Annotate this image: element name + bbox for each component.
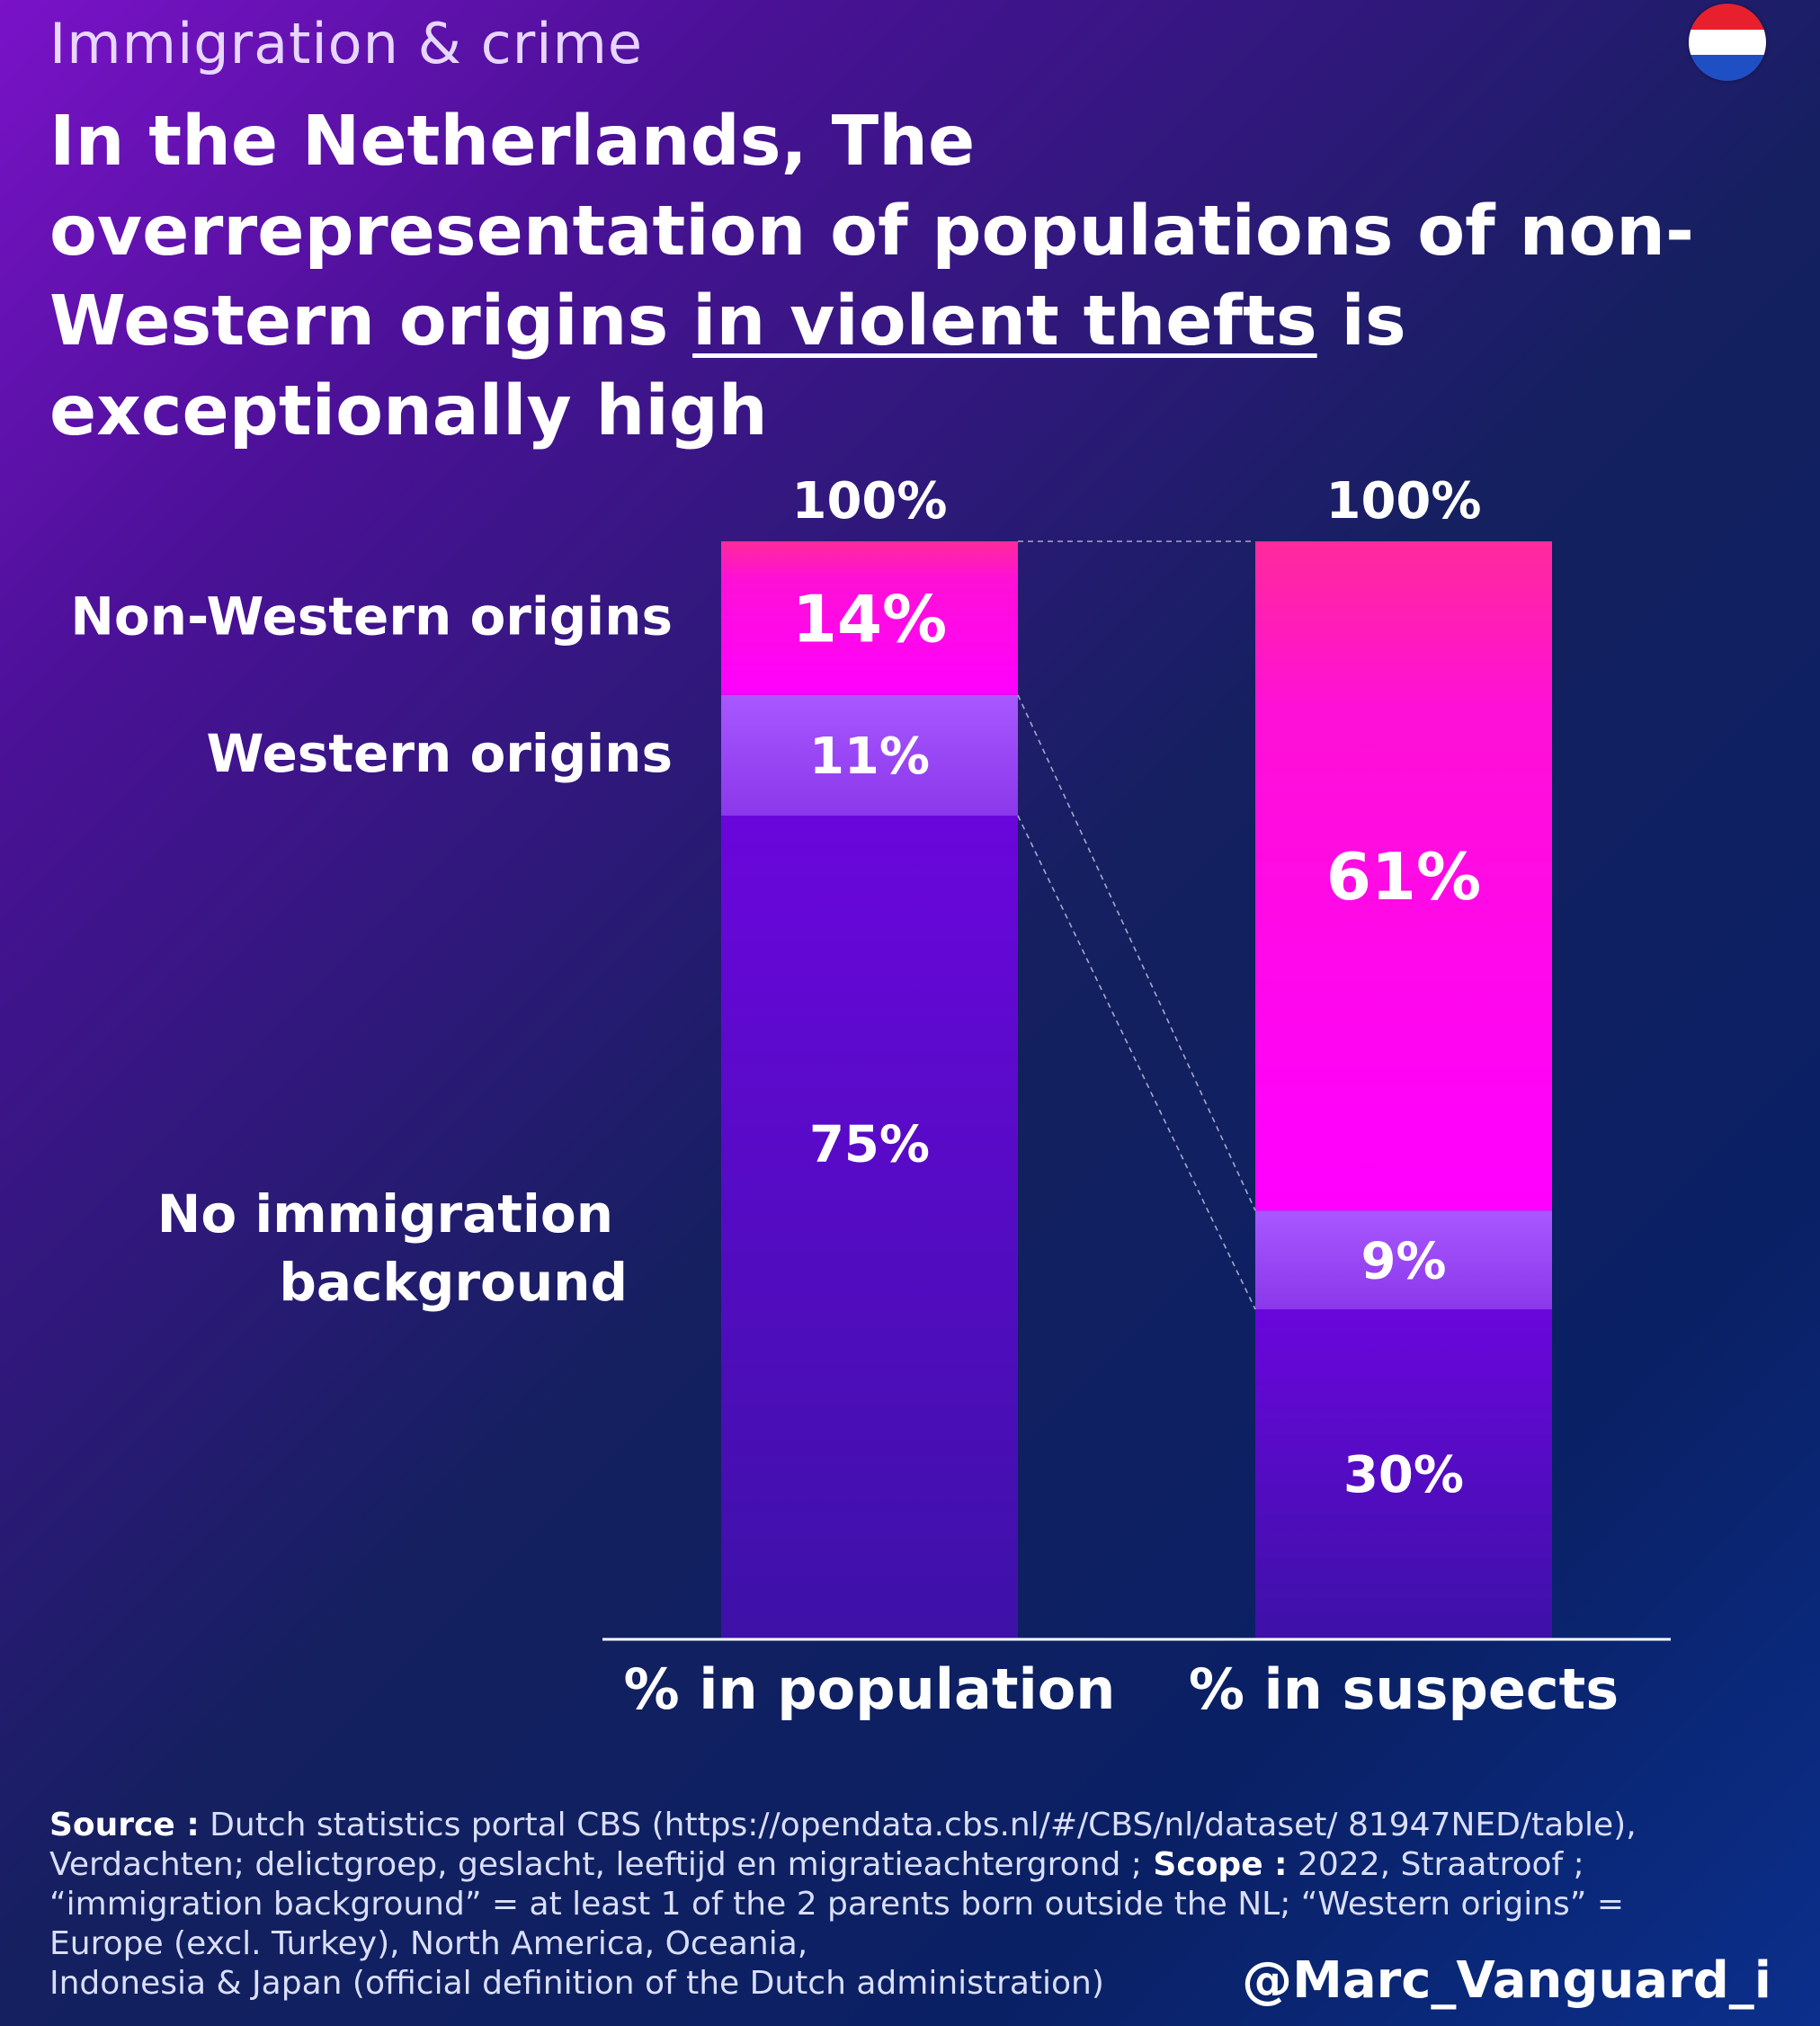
x-tick-label: % in population bbox=[624, 1656, 1116, 1722]
netherlands-flag-icon bbox=[1689, 4, 1766, 81]
legend-label-no-background: No immigration background bbox=[157, 1183, 628, 1313]
total-label: 100% bbox=[1325, 472, 1481, 531]
chart-headline: In the Netherlands, The overrepresentati… bbox=[49, 97, 1740, 457]
category-kicker: Immigration & crime bbox=[49, 11, 644, 76]
headline-part-2: is exceptionally high bbox=[49, 281, 1406, 451]
data-label: 61% bbox=[1326, 839, 1481, 915]
connector-line bbox=[1017, 694, 1256, 1211]
headline-part-1: In the Netherlands, The overrepresentati… bbox=[49, 102, 1694, 361]
data-label: 9% bbox=[1361, 1232, 1446, 1290]
connector-line bbox=[1017, 815, 1256, 1310]
x-tick-label: % in suspects bbox=[1189, 1656, 1619, 1722]
bar-segment bbox=[721, 541, 1018, 695]
data-label: 30% bbox=[1343, 1446, 1464, 1504]
stacked-bar-chart: 75% 11% 14% 100% % in population 30% 9% 61% 100%… bbox=[70, 472, 1671, 1722]
bar-segment bbox=[1255, 541, 1552, 1211]
legend-label-non-western: Non-Western origins bbox=[70, 585, 673, 647]
bar-segment bbox=[1255, 1210, 1552, 1309]
bar-segment bbox=[721, 816, 1018, 1638]
bar-segment bbox=[721, 694, 1018, 816]
data-label: 11% bbox=[809, 727, 930, 786]
source-label: Source : bbox=[49, 1807, 200, 1843]
scope-text: 2022, Straatroof ; “immigration backgrou… bbox=[49, 1846, 1625, 1962]
scope-label: Scope : bbox=[1141, 1846, 1288, 1883]
headline-underlined: in violent thefts bbox=[692, 281, 1317, 361]
data-label: 75% bbox=[809, 1115, 930, 1174]
author-handle[interactable]: @Marc_Vanguard_i bbox=[1242, 1951, 1771, 2010]
source-text: Dutch statistics portal CBS (https://ope… bbox=[49, 1807, 1637, 1883]
data-label: 14% bbox=[792, 581, 947, 656]
legend-label-western: Western origins bbox=[207, 723, 673, 784]
bar-segment bbox=[1255, 1309, 1552, 1638]
source-footnote: Source : Dutch statistics portal CBS (ht… bbox=[49, 1806, 1740, 2004]
total-label: 100% bbox=[791, 472, 947, 531]
scope-text-2: Indonesia & Japan (official definition o… bbox=[49, 1965, 1104, 2002]
